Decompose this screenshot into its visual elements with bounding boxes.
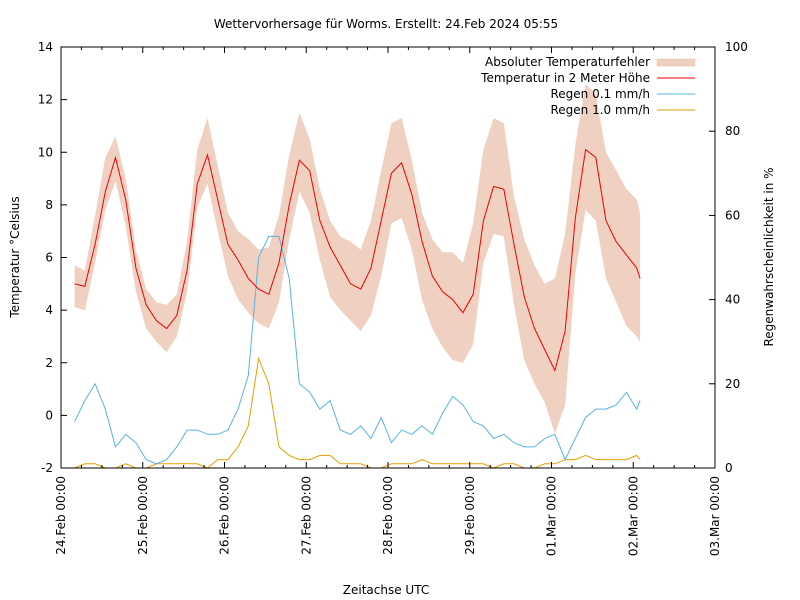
chart-title: Wettervorhersage für Worms. Erstellt: 24… [214, 17, 558, 31]
x-tick-label: 25.Feb 00:00 [136, 476, 150, 555]
legend-label: Regen 0.1 mm/h [550, 87, 650, 101]
y-tick-label: 10 [38, 145, 53, 159]
y-tick-label: -2 [41, 461, 53, 475]
x-tick-label: 24.Feb 00:00 [54, 476, 68, 555]
y-axis-label: Temperatur °Celsius [8, 196, 22, 318]
x-tick-label: 03.Mar 00:00 [708, 476, 722, 556]
rain-0-1-line [74, 235, 641, 465]
x-axis-label: Zeitachse UTC [343, 583, 429, 597]
x-tick-label: 01.Mar 00:00 [545, 476, 559, 556]
y-tick-label: 6 [45, 251, 53, 265]
legend-label: Absoluter Temperaturfehler [485, 55, 650, 69]
y-axis-left: -2 0 2 4 6 8 10 12 14 [38, 40, 67, 475]
x-tick-label: 26.Feb 00:00 [218, 476, 232, 555]
legend-swatch-band [656, 58, 696, 67]
y2-tick-label: 60 [725, 208, 740, 222]
temperature-error-band [74, 83, 641, 434]
x-tick-label: 29.Feb 00:00 [463, 476, 477, 555]
y2-axis-label: Regenwahrscheinlichkeit in % [762, 167, 776, 346]
rain-0-1-line-group [74, 235, 641, 465]
y-tick-label: 4 [45, 303, 53, 317]
x-tick-label: 28.Feb 00:00 [381, 476, 395, 555]
temperature-line [74, 148, 641, 373]
y2-tick-label: 80 [725, 124, 740, 138]
legend: Absoluter Temperaturfehler Temperatur in … [480, 55, 696, 117]
x-tick-label: 02.Mar 00:00 [626, 476, 640, 556]
y-tick-label: 12 [38, 93, 53, 107]
y2-tick-label: 0 [725, 461, 733, 475]
temperature-error-band-layer [74, 83, 641, 434]
y2-tick-label: 40 [725, 293, 740, 307]
y-tick-label: 8 [45, 198, 53, 212]
x-tick-label: 27.Feb 00:00 [299, 476, 313, 555]
temperature-line-group [74, 148, 641, 373]
y2-tick-label: 20 [725, 377, 740, 391]
y-axis-right: 0 20 40 60 80 100 [709, 40, 748, 475]
x-axis: 24.Feb 00:00 25.Feb 00:00 26.Feb 00:00 27.F… [54, 47, 722, 556]
y-tick-label: 14 [38, 40, 53, 54]
y-tick-label: 0 [45, 408, 53, 422]
y2-tick-label: 100 [725, 40, 748, 54]
y-tick-label: 2 [45, 356, 53, 370]
legend-label: Temperatur in 2 Meter Höhe [480, 71, 650, 85]
legend-label: Regen 1.0 mm/h [550, 103, 650, 117]
